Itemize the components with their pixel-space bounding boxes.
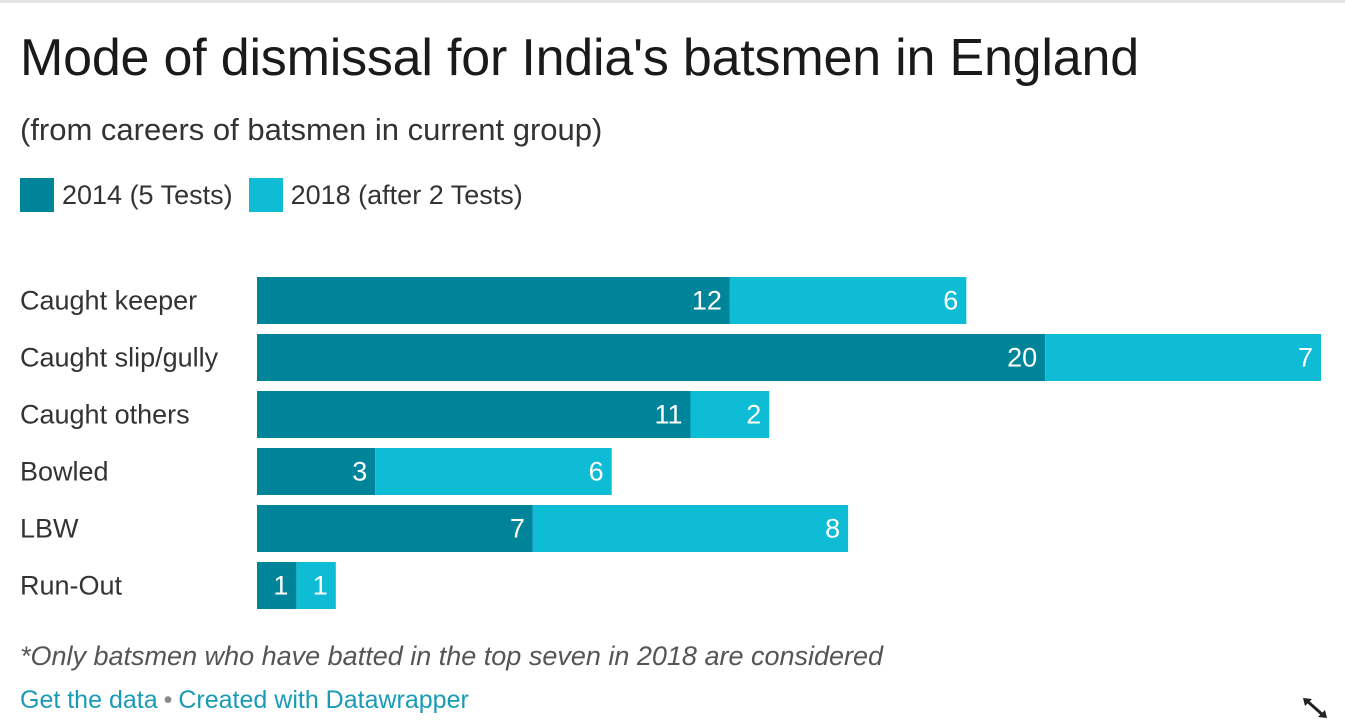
bar-caught-others-series-0: [257, 391, 691, 438]
category-label-caught-slip-gully: Caught slip/gully: [20, 343, 219, 373]
category-label-lbw: LBW: [20, 514, 79, 544]
chart-subtitle: (from careers of batsmen in current grou…: [20, 112, 603, 147]
legend-item-2014: 2014 (5 Tests): [20, 178, 233, 212]
legend-item-2018: 2018 (after 2 Tests): [248, 178, 523, 212]
bar-chart: Caught keeper 12 6 Caught slip/gully 20 7 Caug…: [0, 260, 1345, 620]
value-label-run-out-series-1: 1: [313, 571, 328, 601]
value-label-caught-others-series-1: 2: [746, 400, 761, 430]
value-label-run-out-series-0: 1: [273, 571, 288, 601]
bar-caught-slip-gully-series-0: [257, 334, 1046, 381]
category-label-caught-others: Caught others: [20, 400, 190, 430]
bar-run-out-series-0: [257, 562, 297, 609]
value-label-caught-others-series-0: 11: [654, 400, 682, 430]
footnote: *Only batsmen who have batted in the top…: [20, 641, 884, 671]
value-label-bowled-series-0: 3: [352, 457, 367, 487]
bar-lbw-series-0: [257, 505, 533, 552]
bar-caught-keeper-series-0: [257, 277, 730, 324]
value-label-caught-keeper-series-0: 12: [692, 286, 722, 316]
category-label-caught-keeper: Caught keeper: [20, 286, 197, 316]
bar-caught-keeper-series-1: [729, 277, 967, 324]
legend-label-2018: 2018 (after 2 Tests): [290, 179, 523, 210]
legend: 2014 (5 Tests) 2018 (after 2 Tests): [20, 178, 539, 212]
get-the-data-link[interactable]: Get the data: [20, 686, 158, 714]
value-label-lbw-series-0: 7: [510, 514, 525, 544]
bar-run-out-series-1: [296, 562, 336, 609]
legend-swatch-2018: [248, 178, 283, 212]
footer: Get the data • Created with Datawrapper: [20, 686, 469, 715]
legend-swatch-2014: [20, 178, 54, 212]
legend-label-2014: 2014 (5 Tests): [62, 179, 233, 210]
bar-bowled-series-1: [375, 448, 612, 495]
footer-separator: •: [163, 686, 173, 714]
bar-caught-others-series-1: [690, 391, 770, 438]
value-label-caught-slip-gully-series-0: 20: [1007, 343, 1037, 373]
value-label-lbw-series-1: 8: [825, 514, 840, 544]
top-divider: [0, 0, 1345, 3]
value-label-caught-keeper-series-1: 6: [943, 286, 958, 316]
category-label-run-out: Run-Out: [20, 571, 123, 601]
chart-title: Mode of dismissal for India's batsmen in…: [20, 29, 1139, 87]
resize-diagonal-icon[interactable]: [1301, 697, 1329, 719]
bar-caught-slip-gully-series-1: [1045, 334, 1321, 381]
value-label-caught-slip-gully-series-1: 7: [1298, 343, 1313, 373]
bar-lbw-series-1: [532, 505, 849, 552]
bar-bowled-series-0: [257, 448, 376, 495]
value-label-bowled-series-1: 6: [589, 457, 604, 487]
created-with-datawrapper-link[interactable]: Created with Datawrapper: [178, 686, 469, 714]
category-label-bowled: Bowled: [20, 457, 109, 487]
